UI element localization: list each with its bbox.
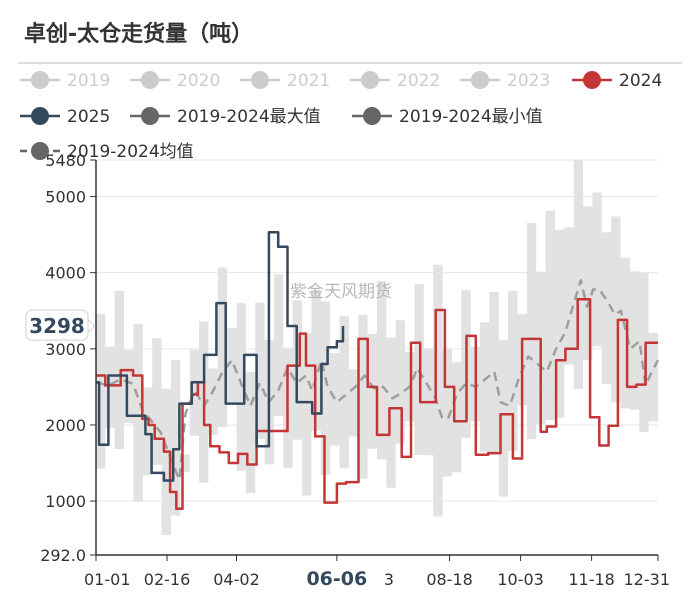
x-pointer-bg	[298, 563, 375, 593]
watermark: 紫金天风期货	[290, 282, 392, 302]
x-tick-label: 12-31	[624, 570, 671, 589]
x-tick-label: 11-18	[568, 570, 615, 589]
y-pointer: 3298	[25, 309, 96, 341]
series-2024	[96, 298, 658, 510]
y-tick-label: 1000	[45, 492, 86, 511]
legend-label-2020: 2020	[177, 71, 220, 91]
x-tick-label: 04-02	[213, 570, 260, 589]
y-tick-label: 5480	[45, 151, 86, 170]
legend-marker-2025	[31, 107, 49, 125]
x-tick-label: 01-01	[84, 570, 131, 589]
legend-marker-2020	[141, 71, 159, 89]
x-tick-label-partial: 3	[384, 570, 394, 589]
mean-series	[95, 279, 660, 482]
legend-marker-2019-2024最小值	[363, 107, 381, 125]
x-tick-label: 02-16	[144, 570, 191, 589]
series-2025	[96, 231, 345, 482]
header-divider	[18, 62, 682, 64]
legend-label-2022: 2022	[397, 71, 440, 91]
chart-title: 卓创-太仓走货量（吨）	[24, 22, 254, 47]
legend-label-2019-2024均值: 2019-2024均值	[67, 142, 194, 162]
legend: 2019 2020 2021 2022 2023 2024 2025 2019-2024最大值…	[20, 71, 662, 162]
axes: 292.0 1000 2000 3000 4000 5000 5480 01-01 02-16 0…	[40, 151, 670, 593]
legend-label-2024: 2024	[619, 71, 662, 91]
y-tick-label: 3000	[45, 340, 86, 359]
min-max-band	[96, 160, 658, 536]
legend-marker-2019-2024均值	[31, 142, 49, 160]
legend-marker-2019-2024最大值	[141, 107, 159, 125]
y-tick-label: 2000	[45, 416, 86, 435]
x-tick-label-highlight: 06-06	[306, 568, 367, 590]
y-tick-label: 4000	[45, 264, 86, 283]
legend-marker-2022	[361, 71, 379, 89]
y-pointer-arrow	[87, 319, 96, 334]
x-tick-label: 08-18	[426, 570, 473, 589]
legend-marker-2024	[583, 71, 601, 89]
y-pointer-label: 3298	[29, 314, 85, 338]
chart-header: 卓创-太仓走货量（吨）	[0, 0, 700, 64]
series-2024-line	[96, 298, 658, 510]
min-max-band-area	[96, 160, 658, 536]
legend-marker-2021	[251, 71, 269, 89]
mean-line	[95, 279, 660, 482]
series-2025-line	[96, 231, 345, 482]
x-tick-label: 10-03	[497, 570, 544, 589]
legend-label-2021: 2021	[287, 71, 330, 91]
legend-marker-2023	[471, 71, 489, 89]
legend-label-2019-2024最大值: 2019-2024最大值	[177, 107, 321, 127]
legend-label-2025: 2025	[67, 107, 110, 127]
legend-label-2019-2024最小值: 2019-2024最小值	[399, 107, 543, 127]
y-tick-label: 292.0	[40, 546, 86, 565]
y-tick-label: 5000	[45, 188, 86, 207]
legend-marker-2019	[31, 71, 49, 89]
legend-label-2019: 2019	[67, 71, 110, 91]
legend-label-2023: 2023	[507, 71, 550, 91]
